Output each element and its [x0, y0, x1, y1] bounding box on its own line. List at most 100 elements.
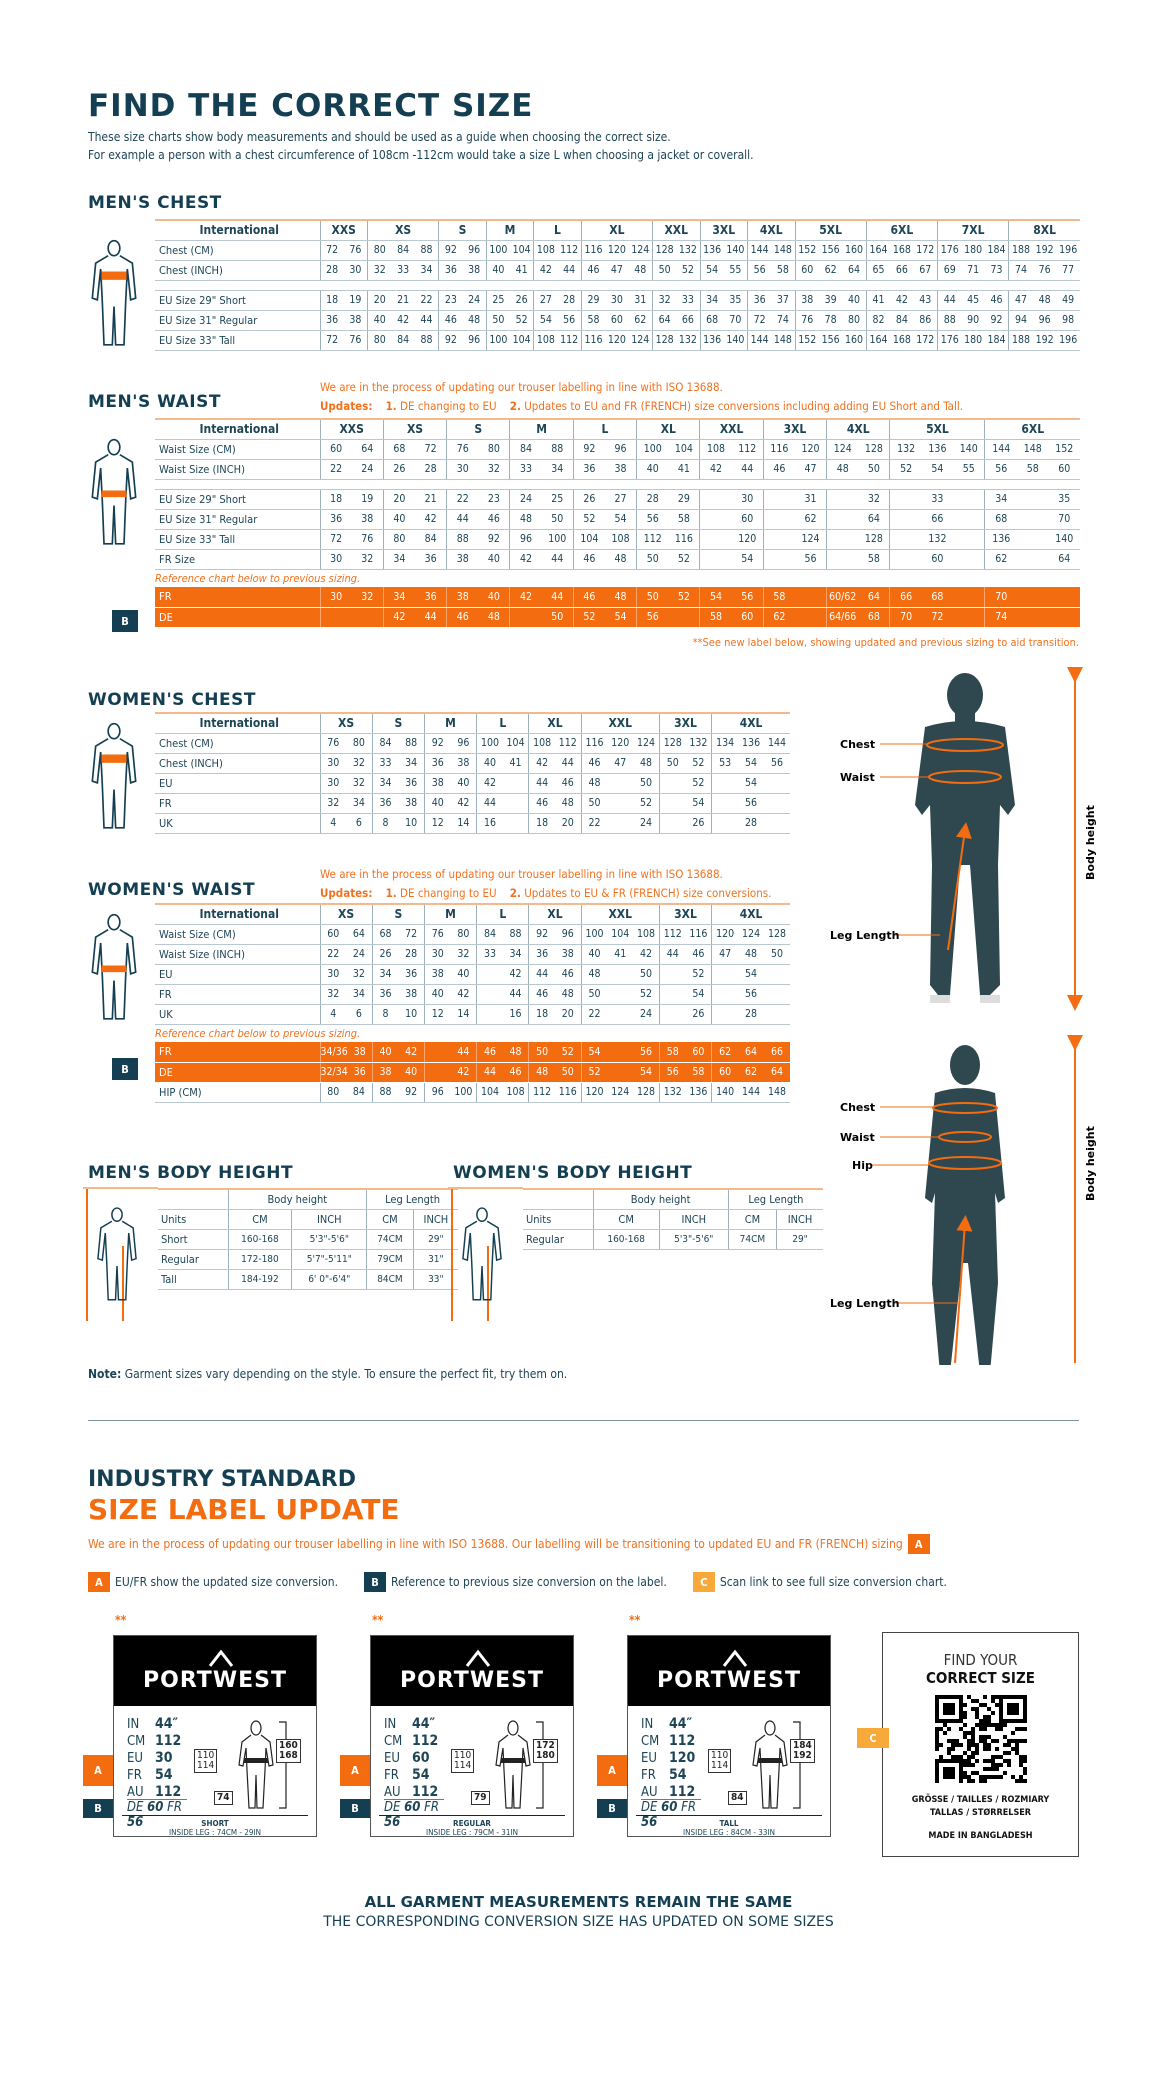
value: 62: [773, 611, 786, 623]
value: 88: [943, 314, 956, 326]
update-number: 2.: [509, 886, 521, 900]
size-cell: 40 42 44: [366, 310, 439, 331]
size-cell: 54 56: [580, 1042, 660, 1063]
value: 100: [480, 737, 499, 749]
transition-marker: **: [372, 1613, 384, 1627]
value: 36: [536, 948, 549, 960]
row-label: International: [155, 712, 320, 734]
size-cell: 34 36: [382, 587, 447, 608]
value: 160-168: [592, 1229, 660, 1250]
value: 84: [895, 314, 908, 326]
value: 48: [561, 797, 574, 809]
cell-values: XXL: [653, 221, 700, 240]
value: 64: [771, 1066, 784, 1078]
value: 36: [353, 1066, 366, 1078]
value: 34: [393, 553, 406, 565]
female-model-figure: [925, 1045, 1005, 1365]
value: 80: [848, 314, 861, 326]
value: 30: [741, 493, 754, 505]
value: 40: [487, 590, 500, 603]
size-header: L: [533, 219, 582, 241]
size-header: XS: [382, 418, 447, 440]
cell-values: 25 26: [487, 291, 534, 310]
value: 18: [326, 294, 339, 306]
cell-values: 152 156 160: [796, 331, 866, 350]
value: 196: [1059, 334, 1078, 346]
group-header-row: Body height Leg Length: [158, 1188, 458, 1210]
value: 74CM: [727, 1229, 777, 1250]
size-header: 6XL: [984, 418, 1080, 440]
value: 132: [663, 1086, 682, 1098]
cell-values: 116 120 124: [582, 734, 659, 753]
fit-footer: REGULAR INSIDE LEG : 79CM - 31IN: [371, 1819, 573, 1837]
cell-values: L: [574, 420, 636, 439]
value: 48: [536, 1066, 549, 1078]
size-cell: 120: [699, 529, 764, 550]
value: 136: [742, 737, 761, 749]
cell-values: 50 52: [660, 754, 711, 773]
footer-line2: THE CORRESPONDING CONVERSION SIZE HAS UP…: [323, 1914, 834, 1930]
size-cell: 68 72: [382, 439, 447, 460]
cell-values: 44 46: [477, 1063, 528, 1082]
transition-marker: **: [629, 1613, 641, 1627]
size-cell: 26 28: [382, 459, 447, 480]
cell-values: 82 84 86: [867, 311, 937, 330]
value: 144: [742, 1086, 761, 1098]
unit-value: 112: [412, 1733, 439, 1749]
value: 38: [801, 294, 814, 306]
size-cell: 132: [889, 529, 985, 550]
size-cell: 54: [699, 549, 764, 570]
value: 84: [520, 443, 533, 455]
cell-values: 124 128: [827, 440, 889, 459]
cell-values: 104 108: [477, 1083, 528, 1102]
value: 124: [801, 533, 820, 545]
cell-values: 36 37: [748, 291, 795, 310]
unit-key: IN: [384, 1717, 397, 1732]
group-header-row: Body height Leg Length: [523, 1188, 823, 1210]
body-outline-icon: [91, 913, 137, 1020]
value: 40: [646, 463, 659, 475]
value: 20: [373, 294, 386, 306]
cell-values: 144 148: [748, 241, 795, 260]
brand-mark-icon: [208, 1649, 234, 1667]
value: 84: [352, 1086, 365, 1098]
size-cell: 36 38: [528, 944, 582, 965]
qr-code-icon[interactable]: [934, 1695, 1027, 1787]
size-header: 5XL: [889, 418, 985, 440]
row-label: EU: [155, 964, 320, 985]
cell-values: S: [439, 221, 486, 240]
value: 33: [483, 948, 496, 960]
size-cell: 72 76: [319, 240, 368, 261]
cell-values: XS: [321, 905, 372, 924]
cell-values: 42 44: [384, 608, 446, 627]
value: 55: [729, 264, 742, 276]
value: 74: [776, 314, 789, 326]
cell-values: 3XL: [660, 714, 711, 733]
size-cell: 26 28: [371, 944, 425, 965]
value: 41: [614, 948, 627, 960]
value: 76: [456, 443, 469, 455]
cell-values: 40 42 44: [368, 311, 438, 330]
value: 58: [710, 611, 723, 623]
value: 38: [405, 797, 418, 809]
value: 38: [349, 314, 362, 326]
cell-values: 84 88: [373, 734, 424, 753]
size-cell: 34 35: [699, 290, 748, 311]
waist-box: 110 114: [708, 1749, 732, 1773]
fit-label: Regular: [523, 1229, 593, 1250]
cell-values: 26 27: [574, 490, 636, 509]
mens-chest-heading: MEN'S CHEST: [88, 193, 222, 213]
value: 92: [487, 533, 500, 545]
size-cell: 40 41: [636, 459, 700, 480]
size-cell: 70: [984, 587, 1080, 608]
mens-height-heading: MEN'S BODY HEIGHT: [88, 1163, 294, 1183]
size-cell: 42 44: [509, 549, 574, 570]
size-cell: 80 84: [382, 529, 447, 550]
size-cell: 48 50: [528, 1062, 582, 1083]
label-legend: A EU/FR show the updated size conversion.…: [88, 1572, 947, 1592]
size-label-card: PORTWEST IN 44″ CM 112 EU 60 FR 54 AU 112 DE 60 FR …: [370, 1635, 574, 1837]
size-cell: 58 60: [658, 1042, 712, 1063]
badge-b: B: [597, 1799, 627, 1818]
size-cell: 112 116: [636, 529, 700, 550]
table-row: UK 4 6 8 10 12 14 16 18 20 22 24 26 28: [155, 1004, 790, 1025]
